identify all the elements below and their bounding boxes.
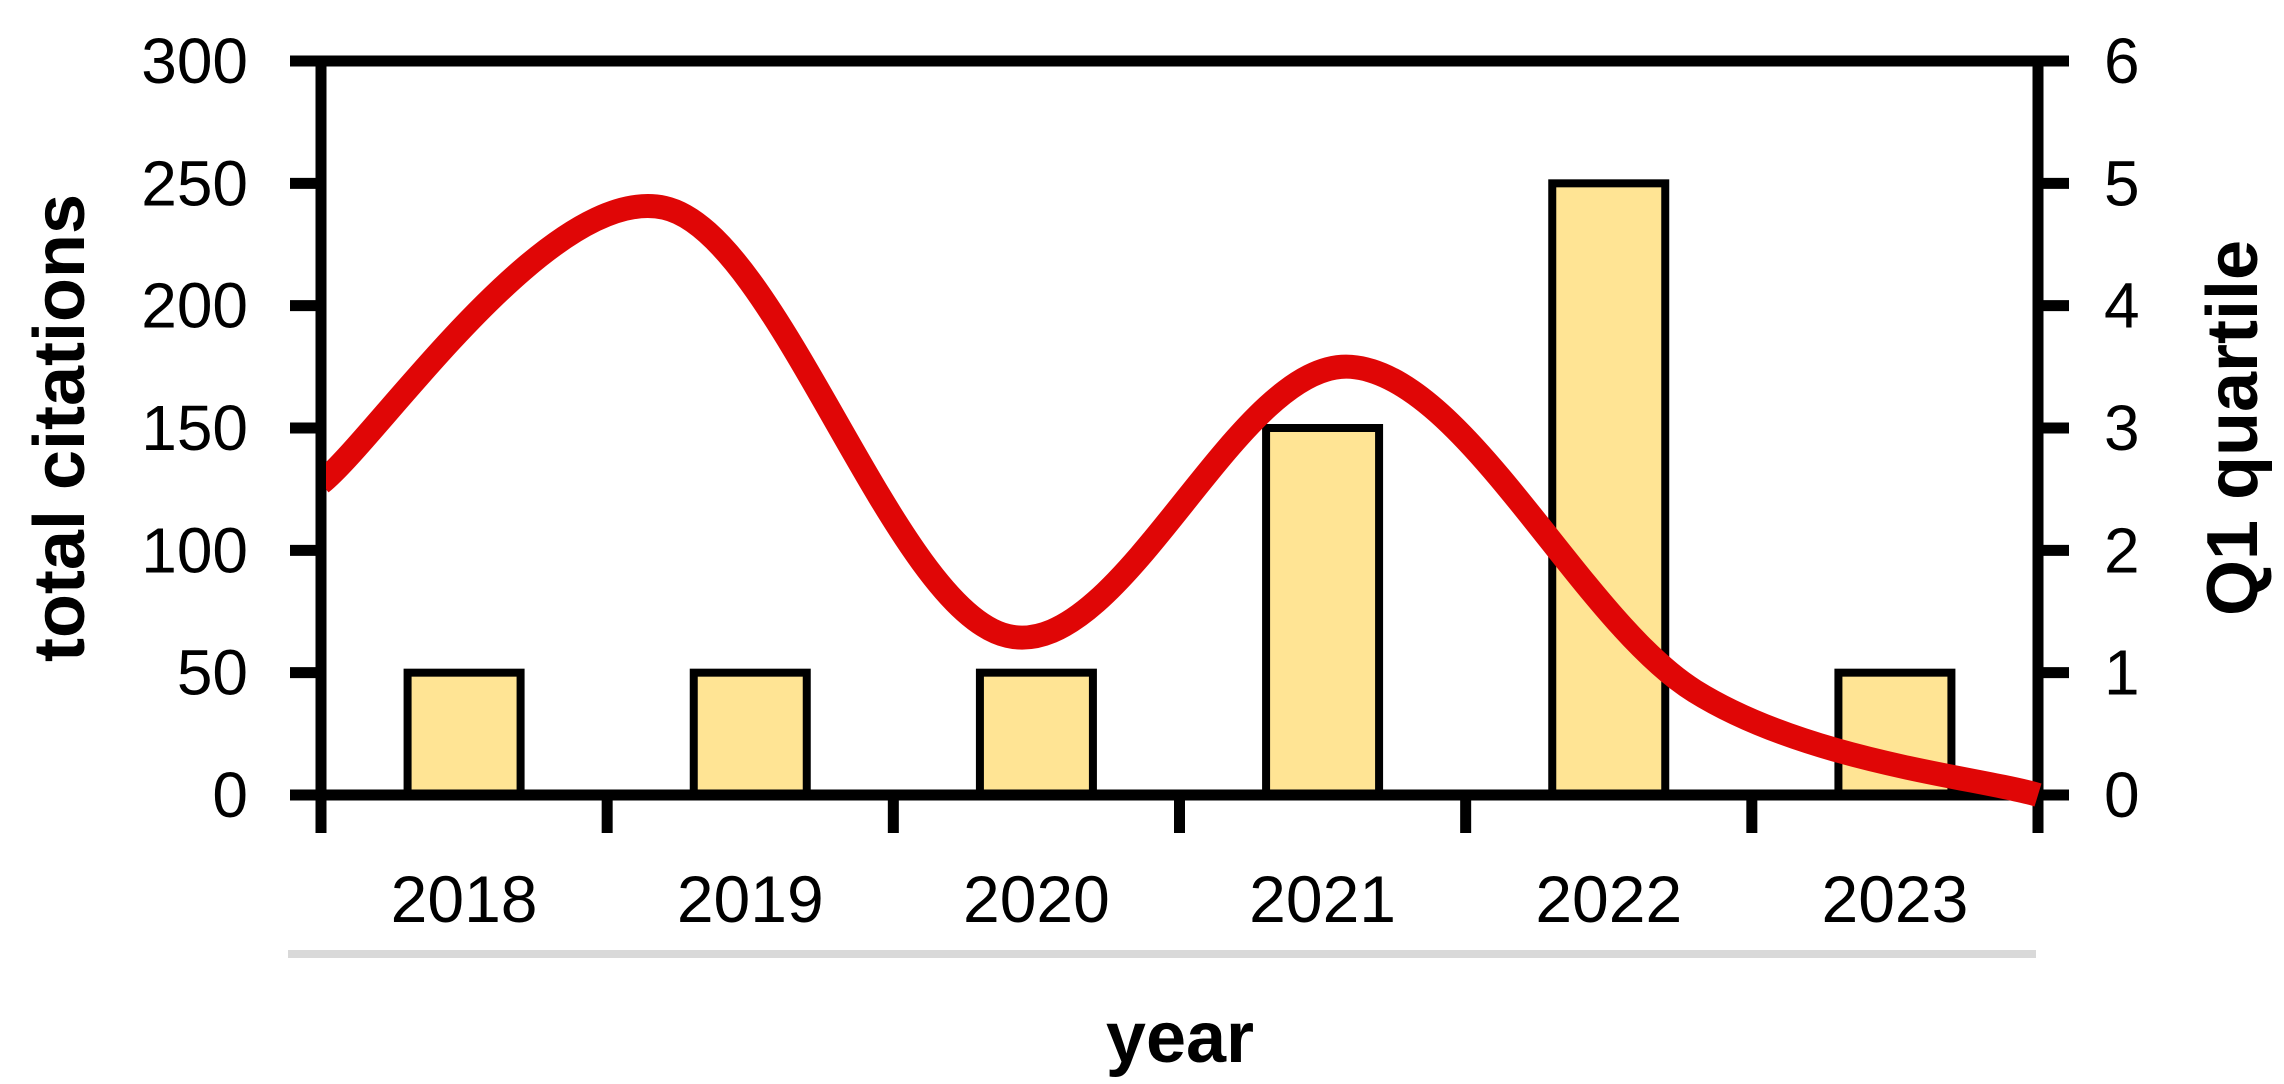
- x-axis-title: year: [1105, 998, 1255, 1078]
- right-tick-label-0: 0: [2104, 759, 2140, 831]
- left-tick-label-0: 0: [212, 759, 248, 831]
- right-tick-label-1: 1: [2104, 637, 2140, 709]
- right-axis-title: Q1 quartile: [2193, 239, 2273, 617]
- right-tick-label-4: 4: [2104, 270, 2140, 342]
- right-tick-label-6: 6: [2104, 25, 2140, 97]
- bar-2020: [975, 668, 1097, 800]
- bar-2018: [403, 668, 525, 800]
- left-tick-label-250: 250: [141, 147, 248, 219]
- x-tick-label-2019: 2019: [677, 862, 824, 936]
- bar-2021: [1262, 424, 1384, 799]
- x-tick-label-2023: 2023: [1822, 862, 1969, 936]
- left-axis-title: total citations: [20, 193, 100, 663]
- left-tick-label-50: 50: [177, 637, 248, 709]
- bar-2022: [1548, 179, 1670, 800]
- x-tick-label-2022: 2022: [1535, 862, 1682, 936]
- right-tick-label-5: 5: [2104, 147, 2140, 219]
- right-tick-label-2: 2: [2104, 514, 2140, 586]
- x-tick-label-2020: 2020: [963, 862, 1110, 936]
- x-tick-label-2018: 2018: [391, 862, 538, 936]
- x-tick-label-2021: 2021: [1249, 862, 1396, 936]
- q1-quartile-line: [326, 194, 2042, 807]
- left-tick-label-300: 300: [141, 25, 248, 97]
- plot-border: [315, 55, 2044, 801]
- left-tick-label-200: 200: [141, 270, 248, 342]
- right-tick-label-3: 3: [2104, 392, 2140, 464]
- left-tick-label-150: 150: [141, 392, 248, 464]
- left-tick-label-100: 100: [141, 514, 248, 586]
- bar-2019: [689, 668, 811, 800]
- x-axis-underline: [288, 950, 2036, 958]
